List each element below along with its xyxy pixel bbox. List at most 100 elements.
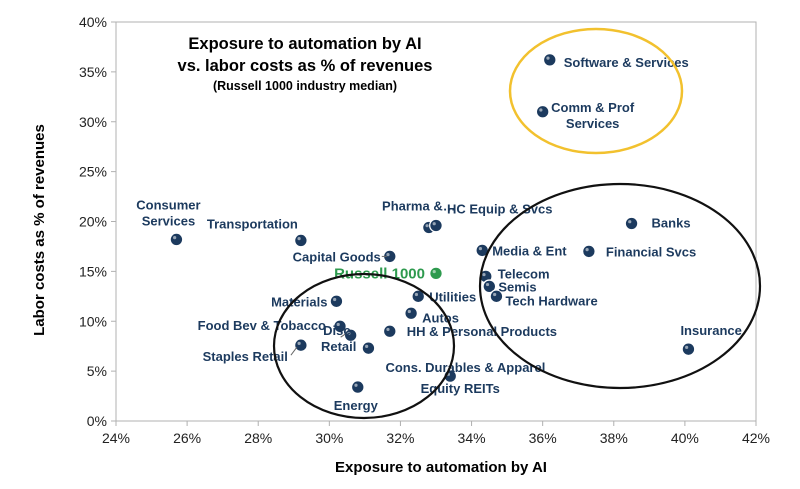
point-label: Utilities: [429, 289, 476, 304]
point-label: Software & Services: [564, 55, 689, 70]
data-point-highlight: [432, 269, 436, 274]
annotation-circles: [272, 27, 762, 420]
data-point: [429, 266, 443, 281]
data-point-highlight: [539, 108, 543, 112]
data-point-highlight: [297, 341, 301, 345]
data-point-highlight: [425, 224, 429, 228]
leader-line: [340, 332, 347, 338]
y-tick-label: 20%: [79, 214, 107, 230]
y-tick-label: 40%: [79, 14, 107, 30]
data-point-highlight: [173, 236, 177, 240]
data-point-highlight: [485, 282, 490, 287]
data-point: [382, 324, 397, 339]
point-label: Cons. Durables & Apparel: [385, 360, 545, 375]
point-label: Media & Ent: [492, 243, 567, 258]
x-axis-label: Exposure to automation by AI: [335, 459, 547, 476]
data-point-highlight: [386, 327, 390, 332]
black-circle-left: [272, 272, 456, 420]
point-label: Transportation: [207, 216, 298, 231]
point-label: Materials: [271, 294, 327, 309]
x-tick-label: 36%: [529, 430, 557, 446]
data-point: [293, 233, 308, 248]
x-tick-label: 34%: [458, 430, 486, 446]
data-point: [411, 289, 426, 304]
data-points: [169, 52, 696, 395]
chart-title: Exposure to automation by AI: [188, 35, 421, 53]
point-label-line: Consumer: [136, 197, 200, 212]
y-tick-label: 10%: [79, 313, 107, 329]
data-point: [489, 289, 504, 304]
black-circle-right: [478, 182, 762, 390]
point-label: Pharma &…: [382, 198, 456, 213]
data-point: [333, 319, 347, 334]
y-tick-label: 0%: [87, 413, 107, 429]
data-point: [429, 218, 443, 233]
x-tick-label: 32%: [386, 430, 414, 446]
data-point-highlight: [478, 247, 483, 251]
y-axis-label: Labor costs as % of revenues: [31, 124, 48, 336]
x-tick-label: 30%: [315, 430, 343, 446]
data-point-highlight: [333, 297, 337, 302]
point-label: Telecom: [498, 266, 550, 281]
y-tick-label: 5%: [87, 363, 107, 379]
data-point: [361, 341, 376, 356]
point-label: Autos: [422, 310, 459, 325]
point-label: Banks: [652, 215, 691, 230]
x-tick-label: 28%: [244, 430, 272, 446]
point-label: Tech Hardware: [505, 293, 597, 308]
data-point: [293, 338, 308, 353]
data-point: [624, 216, 639, 231]
data-point-highlight: [685, 345, 689, 349]
point-label: Food Bev & Tobacco: [198, 318, 326, 333]
data-point-highlight: [482, 272, 486, 277]
x-tick-label: 26%: [173, 430, 201, 446]
x-tick-label: 42%: [742, 430, 770, 446]
y-tick-label: 35%: [79, 64, 107, 80]
data-point-highlight: [336, 322, 340, 327]
point-label: Semis: [498, 279, 536, 294]
chart-subtitle: vs. labor costs as % of revenues: [178, 57, 433, 75]
data-point: [482, 279, 497, 294]
data-point-highlight: [347, 331, 351, 336]
point-label: Financial Svcs: [606, 244, 696, 259]
data-point-highlight: [407, 309, 411, 314]
data-point: [542, 52, 557, 67]
point-label-line: Disc.: [323, 323, 354, 338]
chart-note: (Russell 1000 industry median): [213, 79, 397, 93]
data-point: [169, 232, 184, 247]
point-label-line: Retail: [321, 339, 356, 354]
y-tick-label: 25%: [79, 164, 107, 180]
yellow-highlight-circle: [508, 27, 684, 155]
data-point-highlight: [628, 220, 632, 224]
data-point: [581, 244, 596, 259]
y-tick-label: 30%: [79, 114, 107, 130]
data-point: [329, 294, 344, 309]
data-point-highlight: [386, 253, 390, 257]
data-point: [535, 104, 550, 119]
axes: 24% 26% 28% 30% 32% 34% 36% 38% 40% 42% 0% 5% 10% 15%…: [79, 14, 770, 446]
data-point: [404, 306, 419, 321]
data-point: [681, 342, 696, 357]
y-tick-label: 15%: [79, 263, 107, 279]
point-label: Energy: [334, 398, 379, 413]
point-label: Insurance: [680, 323, 741, 338]
leader-line: [290, 346, 298, 356]
point-label-line: Comm & Prof: [551, 100, 635, 115]
point-label-line: Services: [566, 116, 620, 131]
point-label: Staples Retail: [203, 349, 288, 364]
point-label: HC Equip & Svcs: [447, 201, 552, 216]
data-point: [350, 380, 365, 395]
data-point-highlight: [354, 383, 358, 387]
x-tick-label: 24%: [102, 430, 130, 446]
point-label: HH & Personal Products: [407, 324, 557, 339]
data-point-highlight: [297, 237, 301, 241]
point-label: Disc. RetailDisc. Retail: [321, 323, 356, 354]
data-point-highlight: [414, 292, 419, 297]
point-label: Capital Goods: [293, 249, 381, 264]
data-point-highlight: [493, 292, 497, 297]
data-point-highlight: [365, 344, 369, 348]
